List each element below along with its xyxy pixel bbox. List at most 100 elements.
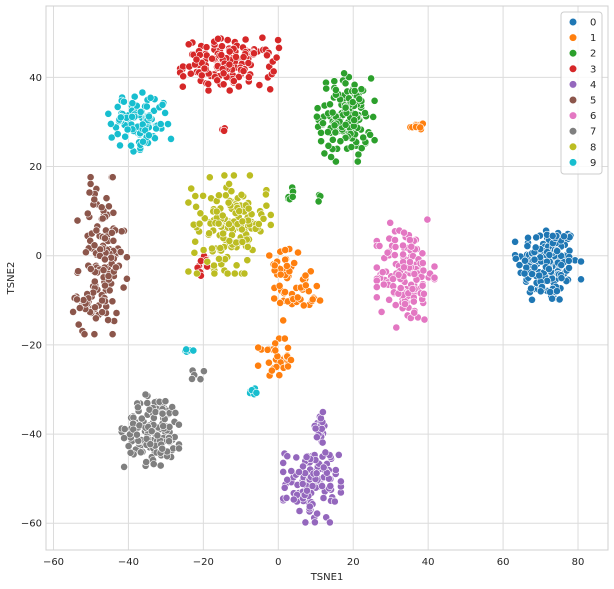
data-point-5 (74, 267, 82, 276)
legend-label: 3 (590, 64, 596, 75)
data-point-4 (280, 483, 289, 492)
data-point-4 (301, 518, 310, 527)
data-point-6 (378, 268, 387, 277)
data-point-9 (120, 97, 128, 106)
data-point-7 (141, 390, 150, 399)
data-point-0 (527, 284, 535, 293)
data-point-1 (271, 346, 280, 355)
legend-marker (568, 111, 578, 120)
data-point-9 (116, 141, 124, 150)
data-point-0 (528, 270, 536, 278)
x-tick-label: −40 (118, 557, 139, 568)
data-point-3 (255, 81, 264, 89)
data-point-5 (108, 297, 117, 306)
data-point-5 (80, 330, 89, 339)
data-point-5 (119, 283, 128, 292)
data-point-2 (319, 119, 327, 128)
data-point-7 (159, 422, 168, 430)
data-point-8 (237, 190, 246, 199)
data-point-5 (79, 296, 88, 304)
data-point-2 (336, 137, 345, 146)
data-point-4 (318, 408, 327, 416)
data-point-2 (357, 144, 366, 153)
data-point-5 (74, 320, 83, 329)
x-axis-title: TSNE1 (310, 572, 344, 583)
data-point-7 (161, 397, 170, 406)
data-point-1 (280, 334, 289, 343)
data-point-3 (244, 59, 253, 67)
data-point-3 (223, 36, 232, 44)
data-point-9 (138, 88, 147, 97)
data-point-4 (295, 468, 303, 476)
data-point-1 (264, 358, 273, 367)
data-point-3 (239, 53, 248, 61)
data-point-2 (328, 135, 337, 144)
legend-marker (568, 95, 578, 105)
y-tick-label: −60 (21, 519, 42, 530)
data-point-3 (213, 76, 222, 85)
legend-marker (568, 127, 578, 136)
data-point-8 (230, 269, 239, 278)
data-point-6 (419, 266, 428, 275)
data-point-9 (121, 132, 130, 141)
data-point-3 (263, 51, 271, 60)
data-point-9 (145, 112, 153, 121)
data-point-3 (225, 86, 234, 95)
data-point-9 (156, 120, 165, 128)
data-point-5 (92, 314, 100, 323)
data-point-9 (189, 346, 198, 355)
data-point-4 (279, 467, 288, 476)
data-point-0 (520, 269, 529, 278)
data-point-8 (218, 211, 227, 220)
data-point-4 (302, 453, 311, 461)
data-point-5 (83, 209, 92, 218)
data-point-4 (321, 448, 330, 457)
data-point-0 (557, 274, 566, 282)
data-point-4 (330, 497, 339, 506)
data-point-8 (184, 198, 193, 207)
data-point-1 (301, 281, 310, 290)
data-point-1 (290, 259, 299, 267)
data-point-3 (202, 43, 211, 52)
plot-frame (45, 5, 609, 551)
data-point-6 (406, 258, 414, 266)
data-point-2 (340, 69, 348, 78)
data-point-5 (104, 272, 113, 280)
data-point-9 (107, 120, 115, 128)
plot-background (46, 6, 608, 550)
data-point-9 (113, 103, 122, 111)
legend-label: 1 (590, 33, 596, 44)
data-point-1 (281, 246, 290, 254)
data-point-6 (391, 242, 400, 251)
data-point-9 (142, 102, 151, 111)
data-point-7 (196, 375, 205, 384)
y-tick-label: 40 (29, 73, 42, 84)
data-point-2 (370, 136, 379, 145)
data-point-7 (174, 420, 183, 429)
data-point-5 (98, 308, 107, 317)
data-point-2 (341, 120, 350, 129)
data-point-9 (182, 345, 191, 354)
data-point-8 (262, 201, 271, 210)
data-point-6 (418, 259, 427, 267)
data-point-5 (90, 241, 99, 250)
data-point-6 (390, 251, 399, 259)
data-point-7 (146, 440, 155, 449)
data-point-1 (270, 261, 279, 270)
data-point-9 (158, 100, 167, 109)
data-point-8 (215, 254, 223, 263)
data-point-7 (149, 460, 158, 468)
data-point-2 (370, 96, 379, 105)
data-point-8 (224, 198, 233, 207)
data-point-9 (150, 106, 158, 115)
data-point-6 (385, 295, 393, 304)
y-tick-label: 20 (29, 162, 42, 173)
data-point-1 (279, 316, 288, 325)
data-point-1 (282, 261, 291, 270)
data-point-3 (229, 77, 238, 85)
data-point-7 (158, 444, 167, 453)
data-point-6 (410, 270, 419, 278)
data-point-9 (164, 120, 172, 128)
data-point-6 (423, 215, 432, 224)
data-point-1 (276, 270, 285, 279)
